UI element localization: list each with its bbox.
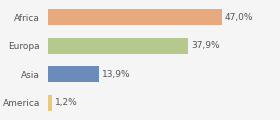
- Text: 37,9%: 37,9%: [191, 41, 220, 50]
- Bar: [48, 66, 99, 82]
- Bar: [48, 38, 188, 54]
- Text: 1,2%: 1,2%: [55, 98, 78, 107]
- Bar: [48, 95, 52, 111]
- Bar: [48, 9, 222, 25]
- Text: 47,0%: 47,0%: [225, 13, 253, 22]
- Text: 13,9%: 13,9%: [102, 70, 131, 79]
